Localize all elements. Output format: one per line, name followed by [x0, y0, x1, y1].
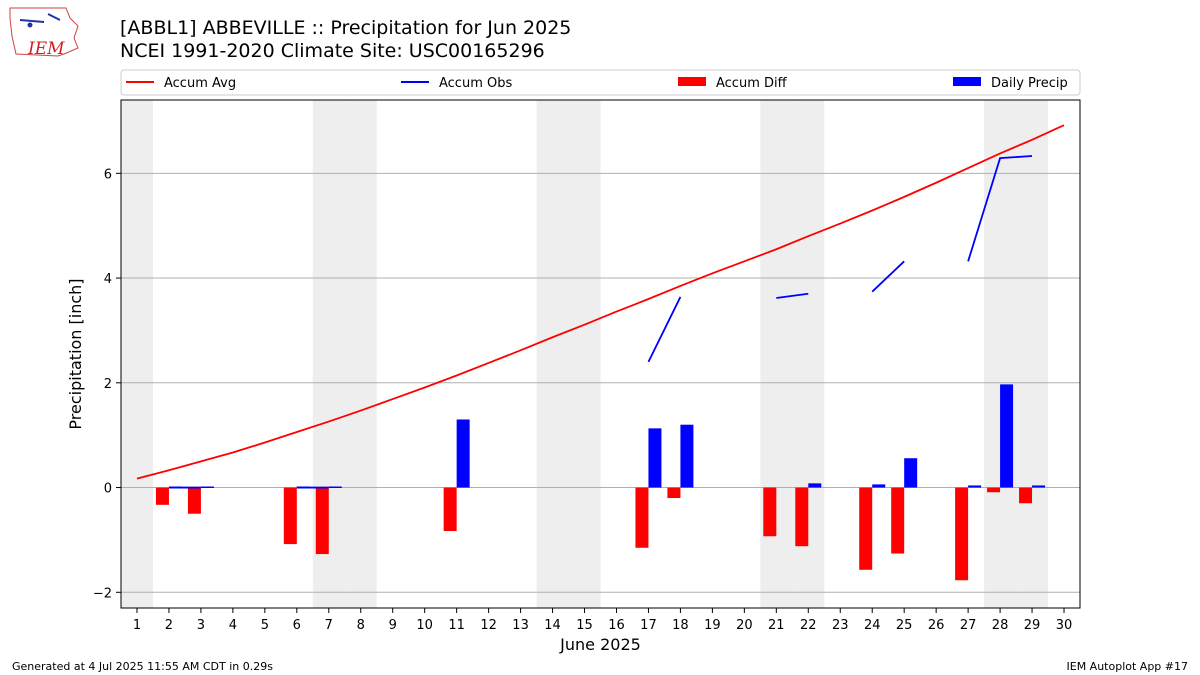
x-tick-label: 26 — [928, 618, 945, 633]
daily-precip-bar — [648, 428, 662, 488]
accum-obs-line — [647, 296, 682, 363]
legend-box — [120, 69, 1081, 96]
accum-obs-line — [871, 260, 905, 293]
legend: Accum Avg Accum Obs Accum Diff Daily Precip — [120, 69, 1081, 96]
x-tick-label: 25 — [896, 618, 913, 633]
legend-daily-precip-swatch — [953, 77, 981, 86]
x-tick-label: 14 — [544, 618, 561, 633]
x-tick-label: 8 — [357, 618, 365, 633]
weekend-band — [536, 100, 569, 608]
daily-precip-bar — [808, 483, 822, 488]
x-tick-label: 9 — [389, 618, 397, 633]
accum-diff-bar — [955, 487, 969, 581]
iem-logo: IEM — [8, 6, 82, 62]
daily-precip-bar — [456, 419, 470, 488]
accum-diff-bar — [315, 487, 329, 555]
weekend-band — [1016, 100, 1049, 608]
accum-diff-bar — [155, 487, 169, 505]
x-tick-label: 6 — [293, 618, 301, 633]
x-tick-label: 20 — [736, 618, 753, 633]
legend-accum-diff-swatch — [678, 77, 706, 86]
accum-obs-line — [776, 292, 809, 299]
iowa-outline-icon — [9, 7, 79, 57]
daily-precip-bar — [200, 486, 214, 488]
x-tick-label: 11 — [448, 618, 465, 633]
x-tick-label: 29 — [1024, 618, 1041, 633]
x-tick-label: 12 — [480, 618, 497, 633]
x-axis-label: June 2025 — [559, 635, 641, 654]
x-tick-label: 16 — [608, 618, 625, 633]
y-tick-label: 2 — [104, 377, 112, 392]
generated-footer: Generated at 4 Jul 2025 11:55 AM CDT in … — [12, 660, 273, 673]
x-tick-label: 3 — [197, 618, 205, 633]
weekend-band — [344, 100, 377, 608]
accum-diff-bar — [667, 487, 681, 499]
y-tick-label: 6 — [104, 167, 112, 182]
x-tick-label: 28 — [992, 618, 1009, 633]
daily-precip-bar — [904, 458, 918, 488]
accum-avg-line — [136, 124, 1065, 480]
x-tick-label: 5 — [261, 618, 269, 633]
logo-text: IEM — [28, 39, 65, 59]
x-tick-label: 22 — [800, 618, 817, 633]
daily-precip-bar — [1000, 384, 1014, 488]
accum-diff-bar — [283, 487, 297, 545]
accum-diff-bar — [443, 487, 457, 532]
x-tick-label: 18 — [672, 618, 689, 633]
accum-diff-bar — [795, 487, 809, 547]
x-tick-label: 1 — [133, 618, 141, 633]
daily-precip-bar — [328, 486, 342, 488]
accum-diff-bar — [859, 487, 873, 570]
accum-diff-bar — [635, 487, 649, 548]
accum-diff-bar — [1019, 487, 1033, 504]
daily-precip-bar — [680, 424, 694, 488]
accum-diff-bar — [187, 487, 201, 514]
legend-accum-diff-label: Accum Diff — [716, 76, 788, 91]
x-tick-label: 24 — [864, 618, 881, 633]
y-tick-label: −2 — [93, 586, 112, 601]
x-tick-label: 4 — [229, 618, 237, 633]
y-axis-label: Precipitation [inch] — [66, 278, 85, 429]
x-tick-label: 2 — [165, 618, 173, 633]
x-tick-label: 23 — [832, 618, 849, 633]
x-tick-label: 17 — [640, 618, 657, 633]
daily-precip-bar — [1032, 485, 1046, 488]
x-tick-label: 21 — [768, 618, 785, 633]
accum-diff-bar — [763, 487, 777, 537]
daily-precip-bar — [872, 484, 886, 488]
daily-precip-bar — [968, 485, 982, 488]
legend-daily-precip-label: Daily Precip — [991, 76, 1068, 91]
legend-accum-avg-label: Accum Avg — [164, 76, 236, 91]
y-tick-label: 0 — [104, 482, 112, 497]
legend-accum-obs-label: Accum Obs — [439, 76, 512, 91]
app-footer: IEM Autoplot App #17 — [1066, 660, 1189, 673]
x-tick-label: 27 — [960, 618, 977, 633]
accum-diff-bar — [891, 487, 905, 554]
y-tick-label: 4 — [104, 272, 112, 287]
weekend-band — [121, 100, 153, 608]
x-tick-label: 19 — [704, 618, 721, 633]
plot-frame — [120, 99, 1081, 609]
x-tick-label: 30 — [1056, 618, 1073, 633]
weekend-band — [984, 100, 1017, 608]
x-tick-label: 7 — [325, 618, 333, 633]
chart-subtitle: NCEI 1991-2020 Climate Site: USC00165296 — [120, 40, 545, 62]
x-tick-label: 10 — [416, 618, 433, 633]
x-tick-label: 13 — [512, 618, 529, 633]
weekend-band — [568, 100, 601, 608]
accum-diff-bar — [987, 487, 1001, 493]
x-tick-label: 15 — [576, 618, 593, 633]
accum-obs-line — [967, 155, 1033, 262]
chart-title: [ABBL1] ABBEVILLE :: Precipitation for J… — [120, 17, 572, 39]
